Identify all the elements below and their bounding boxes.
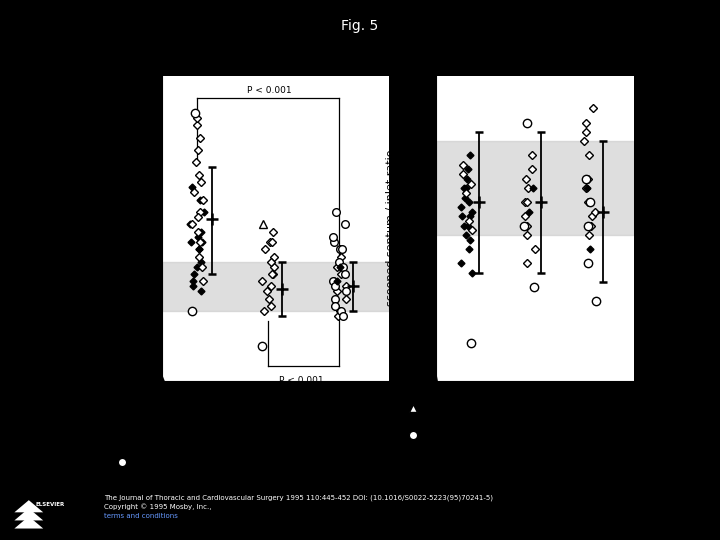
- Y-axis label: scooped septum / inlet ratio: scooped septum / inlet ratio: [386, 150, 395, 306]
- Text: Fig. 5: Fig. 5: [341, 19, 379, 33]
- Polygon shape: [14, 516, 43, 529]
- Text: 0: 0: [114, 393, 121, 403]
- Text: ELSEVIER: ELSEVIER: [36, 502, 66, 507]
- Title: Length of
ventricular outlet: Length of ventricular outlet: [200, 40, 351, 73]
- Polygon shape: [14, 500, 43, 512]
- Text: 0: 0: [385, 393, 392, 403]
- Text: The Journal of Thoracic and Cardiovascular Surgery 1995 110:445-452 DOI: (10.101: The Journal of Thoracic and Cardiovascul…: [104, 495, 493, 501]
- Text: Copyright © 1995 Mosby, Inc.,: Copyright © 1995 Mosby, Inc.,: [104, 504, 214, 510]
- Text: Aorta from RV with PA atresia: Aorta from RV with PA atresia: [140, 430, 305, 440]
- Text: P < 0.001: P < 0.001: [279, 376, 323, 384]
- Y-axis label: outlet / inlet ratio: outlet / inlet ratio: [119, 179, 129, 277]
- Text: P < 0.001: P < 0.001: [247, 86, 292, 96]
- Bar: [436, 141, 634, 235]
- Text: concordant VA connections: concordant VA connections: [431, 430, 582, 440]
- Text: tetralogy of Fallot: tetralogy of Fallot: [431, 403, 530, 414]
- Polygon shape: [14, 508, 43, 521]
- Bar: [162, 262, 389, 311]
- Text: double outlet RV: double outlet RV: [140, 457, 233, 467]
- Text: discordant VA connections: discordant VA connections: [140, 403, 287, 414]
- Text: terms and conditions: terms and conditions: [104, 514, 179, 519]
- Title: Length of scooped
ventricular septum: Length of scooped ventricular septum: [453, 40, 616, 73]
- Text: mean: mean: [431, 457, 463, 467]
